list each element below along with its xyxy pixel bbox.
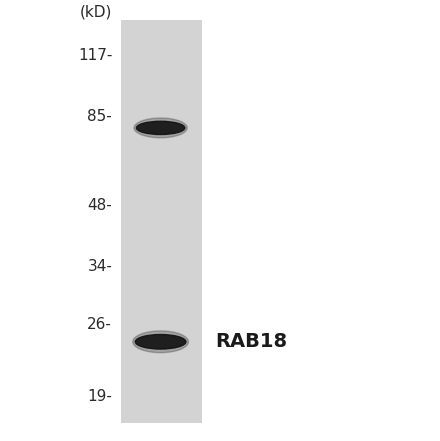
Text: 85-: 85- [88, 109, 112, 124]
Text: 117-: 117- [78, 48, 112, 63]
Text: RAB18: RAB18 [216, 332, 288, 351]
Text: 34-: 34- [87, 259, 112, 274]
Ellipse shape [133, 331, 188, 353]
Text: 19-: 19- [87, 389, 112, 404]
Ellipse shape [136, 334, 186, 349]
Ellipse shape [136, 121, 185, 135]
Bar [121, 20, 202, 423]
Text: (kD): (kD) [80, 5, 112, 20]
Text: 26-: 26- [87, 317, 112, 332]
Ellipse shape [134, 118, 187, 138]
Text: 48-: 48- [88, 198, 112, 213]
